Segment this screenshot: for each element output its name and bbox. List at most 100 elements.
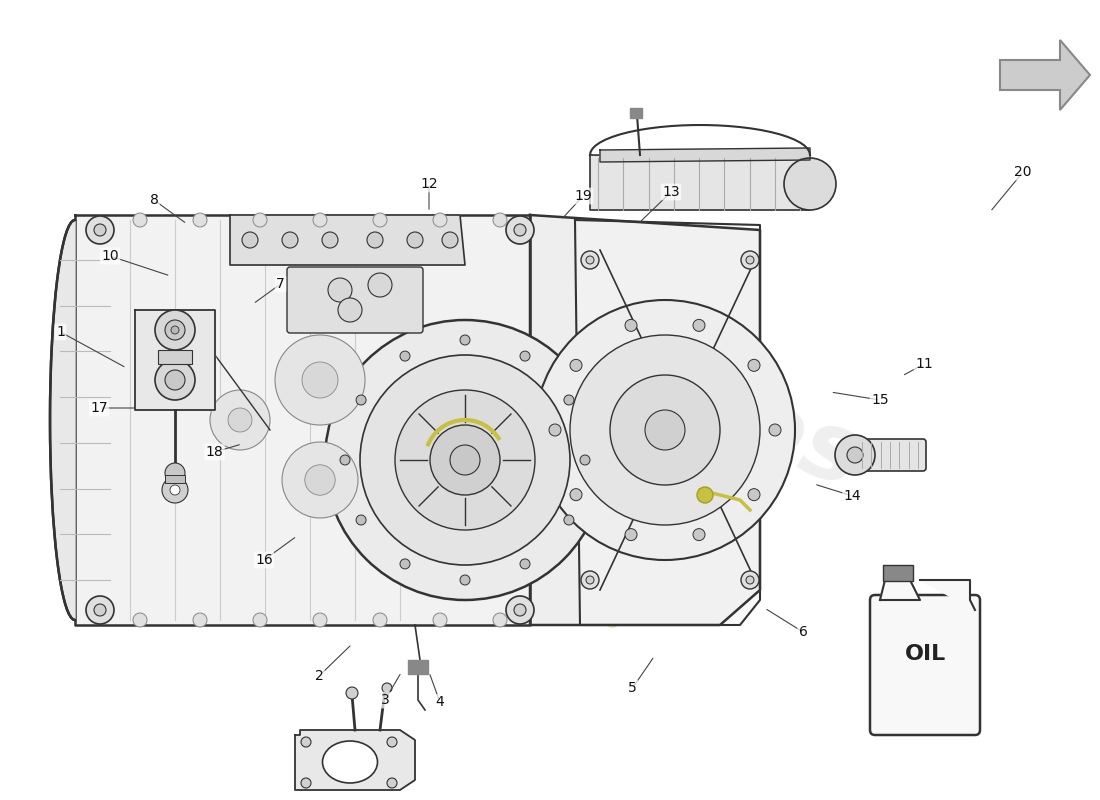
Text: 3: 3 [381, 693, 389, 707]
Polygon shape [880, 580, 920, 600]
Circle shape [165, 370, 185, 390]
Circle shape [210, 390, 270, 450]
Circle shape [407, 232, 424, 248]
Circle shape [282, 232, 298, 248]
Circle shape [242, 232, 258, 248]
Bar [158, 350, 192, 364]
Circle shape [586, 576, 594, 584]
Text: 7: 7 [276, 277, 285, 291]
Circle shape [460, 335, 470, 345]
Text: 20: 20 [1014, 165, 1032, 179]
Circle shape [693, 319, 705, 331]
Circle shape [506, 596, 534, 624]
FancyBboxPatch shape [852, 439, 926, 471]
Circle shape [400, 559, 410, 569]
Circle shape [610, 375, 720, 485]
Circle shape [170, 485, 180, 495]
Text: 12: 12 [420, 177, 438, 191]
Circle shape [564, 395, 574, 405]
Polygon shape [295, 730, 415, 790]
Circle shape [324, 320, 605, 600]
Text: 14: 14 [844, 489, 861, 503]
Circle shape [580, 455, 590, 465]
Polygon shape [575, 220, 760, 625]
Circle shape [769, 424, 781, 436]
Circle shape [697, 487, 713, 503]
Circle shape [155, 360, 195, 400]
Circle shape [430, 425, 500, 495]
Circle shape [748, 489, 760, 501]
FancyBboxPatch shape [870, 595, 980, 735]
Circle shape [86, 596, 114, 624]
Text: 17: 17 [90, 401, 108, 415]
Circle shape [395, 390, 535, 530]
Circle shape [520, 351, 530, 361]
Polygon shape [135, 310, 214, 410]
Text: eurotres: eurotres [402, 260, 874, 508]
Circle shape [382, 683, 392, 693]
Circle shape [514, 604, 526, 616]
Circle shape [433, 613, 447, 627]
Text: 15: 15 [871, 393, 889, 407]
Bar [630, 108, 642, 118]
Circle shape [228, 408, 252, 432]
Circle shape [514, 224, 526, 236]
Circle shape [433, 213, 447, 227]
Circle shape [535, 300, 795, 560]
Ellipse shape [322, 741, 377, 783]
Circle shape [625, 529, 637, 541]
Circle shape [460, 575, 470, 585]
Circle shape [346, 687, 358, 699]
Circle shape [165, 463, 185, 483]
Circle shape [442, 232, 458, 248]
Circle shape [155, 310, 195, 350]
Circle shape [564, 515, 574, 525]
Text: 1: 1 [56, 325, 65, 339]
Circle shape [570, 489, 582, 501]
Circle shape [373, 213, 387, 227]
Circle shape [305, 465, 336, 495]
Circle shape [581, 571, 600, 589]
Text: OIL: OIL [904, 643, 946, 663]
Text: 5: 5 [628, 681, 637, 695]
Circle shape [314, 213, 327, 227]
Text: 16: 16 [255, 553, 273, 567]
Circle shape [506, 216, 534, 244]
Circle shape [784, 158, 836, 210]
Bar [408, 660, 428, 674]
Circle shape [301, 778, 311, 788]
Polygon shape [600, 148, 810, 162]
Circle shape [645, 410, 685, 450]
Circle shape [693, 529, 705, 541]
Circle shape [340, 455, 350, 465]
Circle shape [741, 251, 759, 269]
Polygon shape [50, 220, 75, 620]
Text: 2: 2 [315, 669, 323, 683]
Circle shape [520, 559, 530, 569]
Polygon shape [1000, 40, 1090, 110]
Circle shape [746, 576, 754, 584]
Bar [883, 565, 913, 581]
Circle shape [847, 447, 864, 463]
Text: 4: 4 [436, 695, 444, 710]
Circle shape [192, 613, 207, 627]
Circle shape [275, 335, 365, 425]
Bar [165, 475, 185, 483]
Circle shape [301, 737, 311, 747]
Text: 8: 8 [150, 193, 158, 207]
Circle shape [302, 362, 338, 398]
Circle shape [253, 613, 267, 627]
Circle shape [625, 319, 637, 331]
Circle shape [570, 335, 760, 525]
Text: 18: 18 [206, 445, 223, 459]
Text: 11: 11 [915, 357, 933, 371]
Circle shape [835, 435, 874, 475]
Text: 6: 6 [799, 625, 807, 639]
Circle shape [493, 613, 507, 627]
Circle shape [253, 213, 267, 227]
Polygon shape [530, 215, 760, 625]
Circle shape [322, 232, 338, 248]
Circle shape [400, 351, 410, 361]
Circle shape [94, 604, 106, 616]
Polygon shape [75, 215, 530, 625]
